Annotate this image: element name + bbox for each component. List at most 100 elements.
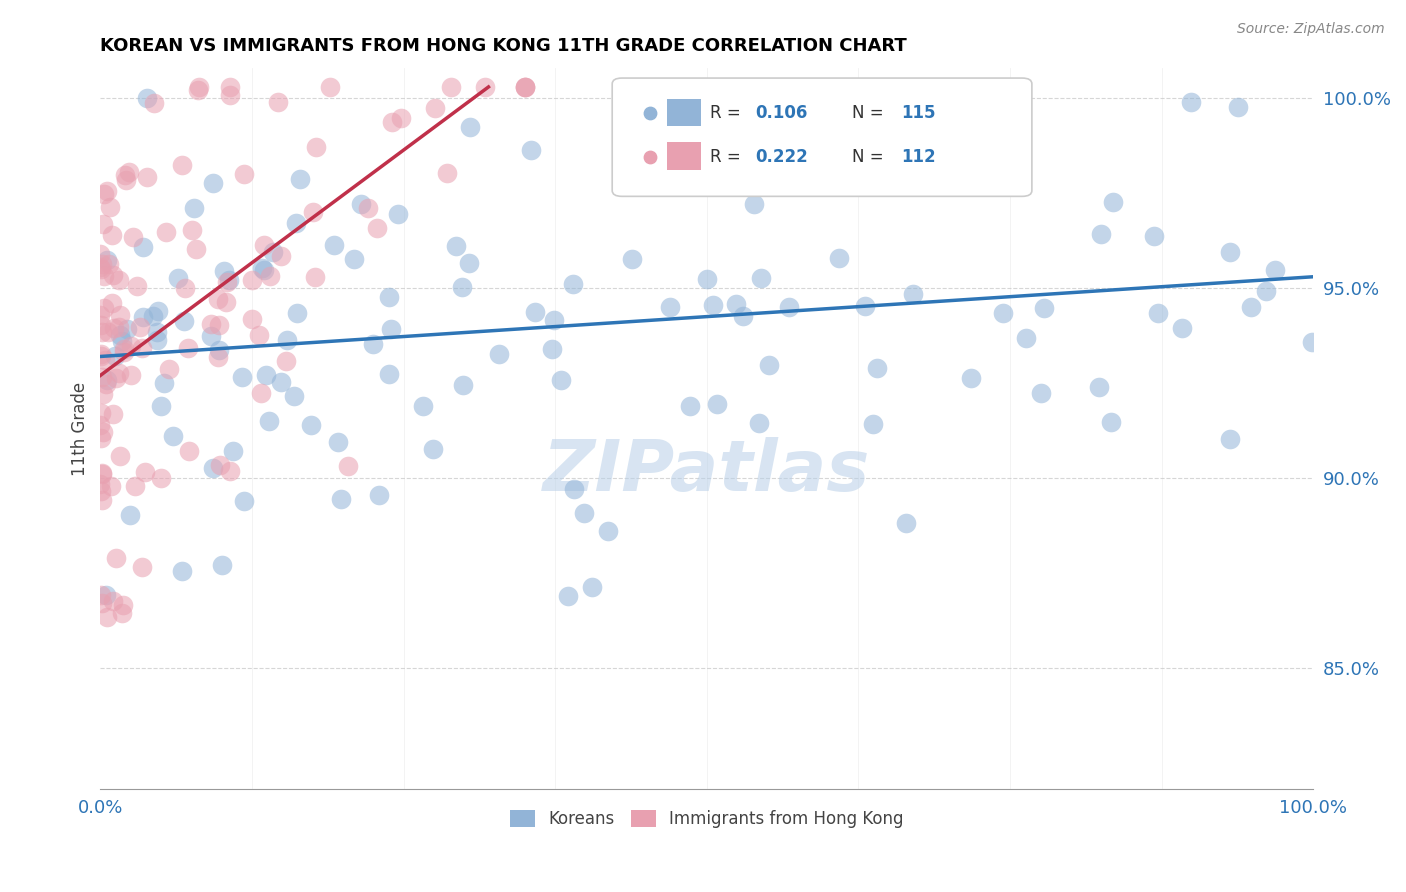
Point: [96, 588, 118, 602]
Point: [187, 83, 209, 97]
Point: [167, 271, 190, 285]
Point: [120, 508, 142, 523]
Point: [120, 339, 142, 353]
Point: [135, 169, 157, 184]
Point: [90, 318, 112, 332]
Point: [901, 286, 924, 301]
Point: [103, 594, 125, 608]
Point: [749, 271, 772, 285]
Point: [98, 257, 121, 271]
Point: [233, 493, 256, 508]
Point: [90, 349, 112, 363]
Point: [207, 293, 229, 307]
Point: [283, 389, 305, 403]
Point: [301, 205, 323, 219]
Point: [173, 281, 195, 295]
Point: [115, 322, 138, 336]
Point: [581, 580, 603, 594]
Point: [778, 300, 800, 314]
Point: [97, 325, 120, 339]
Point: [1015, 331, 1038, 345]
Point: [543, 313, 565, 327]
Point: [378, 290, 401, 304]
Point: [866, 361, 889, 376]
FancyBboxPatch shape: [666, 99, 700, 127]
Point: [659, 300, 682, 314]
Point: [270, 375, 292, 389]
Point: [146, 325, 169, 339]
Point: [276, 333, 298, 347]
Point: [91, 370, 114, 384]
Point: [896, 516, 918, 531]
Point: [389, 111, 412, 125]
Point: [96, 373, 118, 387]
Point: [104, 349, 127, 363]
Point: [423, 101, 446, 115]
Point: [828, 252, 851, 266]
Point: [142, 310, 165, 324]
Point: [381, 114, 404, 128]
Point: [550, 372, 572, 386]
Point: [1032, 301, 1054, 315]
Point: [157, 361, 180, 376]
Point: [200, 318, 222, 332]
Point: [101, 407, 124, 421]
Text: N =: N =: [852, 104, 889, 122]
Text: 0.106: 0.106: [755, 104, 807, 122]
Point: [90, 261, 112, 276]
Point: [207, 350, 229, 364]
Point: [758, 358, 780, 372]
Point: [679, 399, 702, 413]
Point: [247, 328, 270, 343]
Point: [218, 79, 240, 94]
Point: [93, 269, 115, 284]
Point: [253, 263, 276, 277]
Point: [706, 397, 728, 411]
Point: [259, 269, 281, 284]
Point: [513, 79, 536, 94]
Y-axis label: 11th Grade: 11th Grade: [72, 382, 89, 475]
Point: [115, 173, 138, 187]
Point: [96, 252, 118, 267]
FancyBboxPatch shape: [666, 142, 700, 169]
Point: [285, 306, 308, 320]
Point: [217, 275, 239, 289]
Point: [422, 442, 444, 456]
Point: [183, 201, 205, 215]
Point: [329, 491, 352, 506]
Point: [104, 551, 127, 566]
Point: [1227, 100, 1250, 114]
Point: [267, 95, 290, 110]
Point: [254, 368, 277, 382]
Point: [96, 610, 118, 624]
Point: [523, 305, 546, 319]
Point: [1264, 262, 1286, 277]
Point: [1301, 335, 1323, 350]
Point: [412, 399, 434, 413]
Point: [179, 443, 201, 458]
Point: [343, 252, 366, 267]
Point: [621, 252, 644, 266]
Point: [91, 466, 114, 480]
Text: KOREAN VS IMMIGRANTS FROM HONG KONG 11TH GRADE CORRELATION CHART: KOREAN VS IMMIGRANTS FROM HONG KONG 11TH…: [100, 37, 907, 55]
Point: [1143, 228, 1166, 243]
Point: [101, 268, 124, 283]
Point: [200, 329, 222, 343]
Point: [155, 225, 177, 239]
Point: [96, 185, 118, 199]
Point: [187, 79, 209, 94]
Point: [177, 341, 200, 355]
Point: [90, 596, 112, 610]
Point: [104, 371, 127, 385]
Point: [598, 524, 620, 538]
Point: [90, 484, 112, 499]
Point: [361, 337, 384, 351]
Point: [304, 269, 326, 284]
Point: [367, 488, 389, 502]
Point: [1180, 95, 1202, 109]
Point: [1240, 300, 1263, 314]
Point: [94, 352, 117, 367]
Point: [90, 347, 112, 361]
Point: [111, 598, 134, 612]
Point: [638, 330, 661, 344]
